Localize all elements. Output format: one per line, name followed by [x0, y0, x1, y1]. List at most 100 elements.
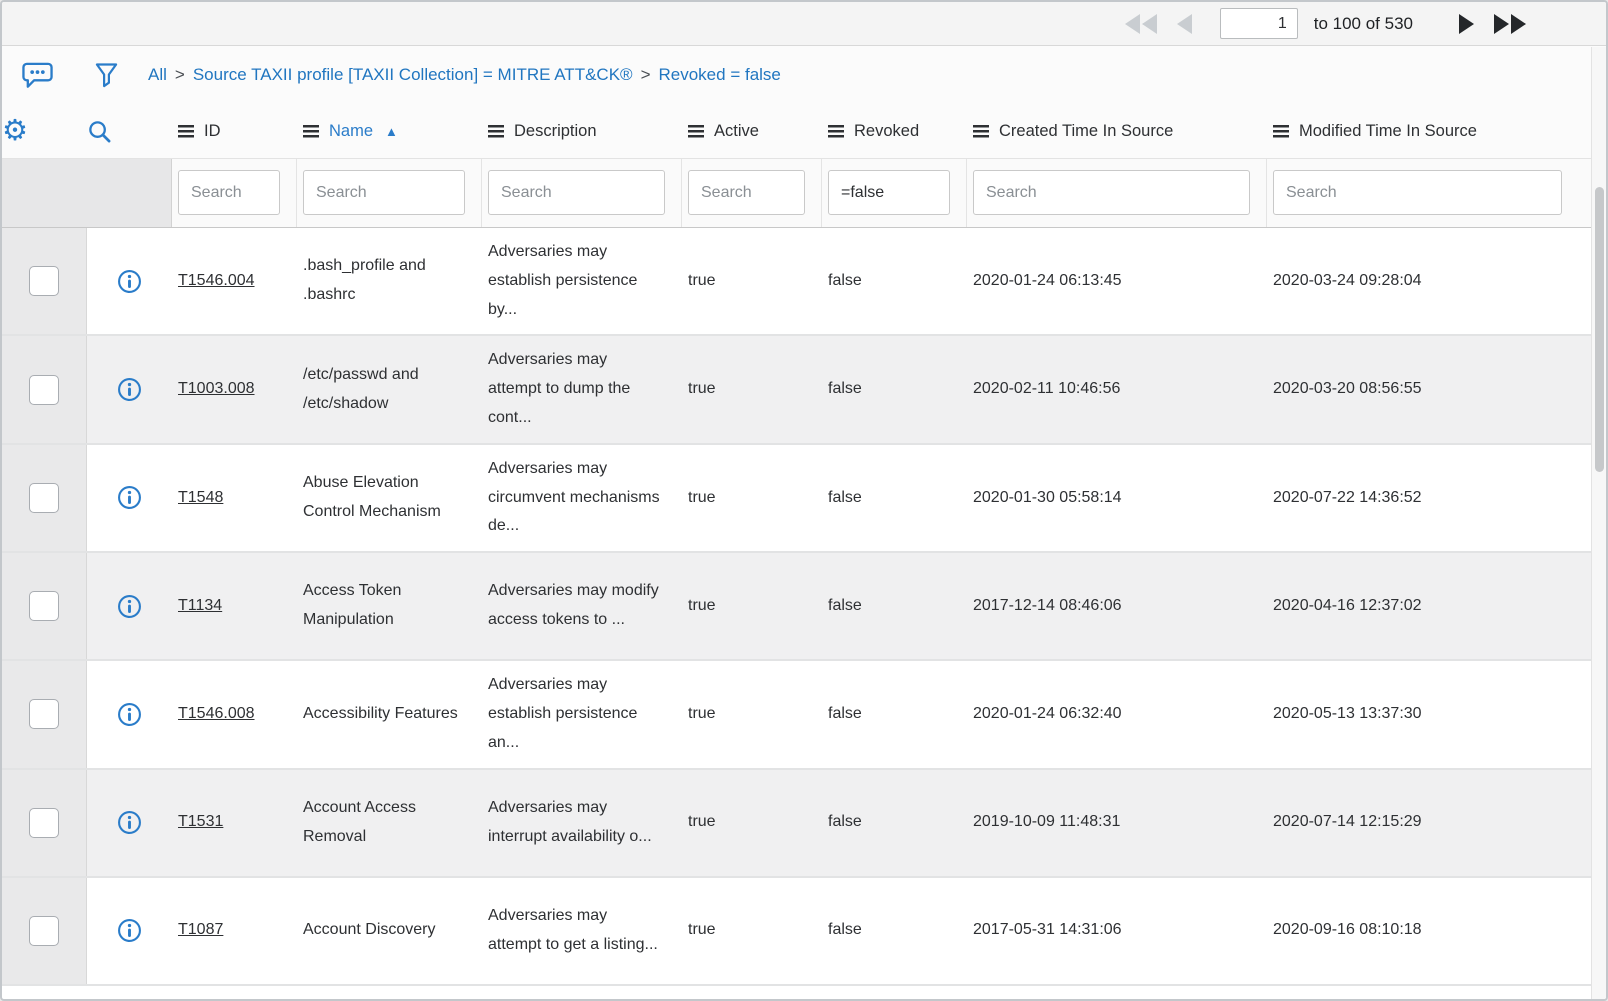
- double-right-arrow-icon: [1494, 13, 1526, 34]
- column-header-created[interactable]: Created Time In Source: [967, 122, 1267, 141]
- created-time-cell: 2019-10-09 11:48:31: [973, 813, 1121, 831]
- column-header-description[interactable]: Description: [482, 122, 682, 141]
- name-cell: Accessibility Features: [303, 704, 458, 722]
- breadcrumb-item-all[interactable]: All: [148, 65, 167, 84]
- active-cell: true: [688, 488, 716, 506]
- row-info-cell: [87, 878, 172, 984]
- record-id-link[interactable]: T1546.004: [178, 271, 255, 289]
- column-header-revoked[interactable]: Revoked: [822, 122, 967, 141]
- vertical-scrollbar[interactable]: [1591, 47, 1606, 999]
- row-info-cell: [87, 661, 172, 767]
- active-search-input[interactable]: [688, 170, 805, 215]
- row-select-cell: [2, 228, 87, 335]
- row-info-cell: [87, 553, 172, 659]
- info-icon[interactable]: [117, 269, 142, 294]
- list-search-cell: [87, 119, 172, 144]
- left-arrow-icon: [1176, 13, 1192, 34]
- messages-icon[interactable]: [22, 61, 53, 90]
- row-checkbox[interactable]: [29, 374, 59, 405]
- modified-search-input[interactable]: [1273, 170, 1562, 215]
- column-menu-icon[interactable]: [1273, 124, 1289, 138]
- pagination-bar: to 100 of 530: [2, 2, 1606, 46]
- active-cell: true: [688, 596, 716, 614]
- sort-ascending-icon: ▲: [385, 123, 398, 139]
- breadcrumb-separator: >: [174, 65, 185, 84]
- column-header-modified[interactable]: Modified Time In Source: [1267, 122, 1606, 141]
- revoked-search-input[interactable]: [828, 170, 950, 215]
- row-info-cell: [87, 228, 172, 334]
- breadcrumb-separator: >: [640, 65, 651, 84]
- row-select-cell: [2, 553, 87, 660]
- modified-time-cell: 2020-07-22 14:36:52: [1273, 488, 1422, 506]
- name-search-input[interactable]: [303, 170, 465, 215]
- description-cell: Adversaries may attempt to get a listing…: [488, 906, 658, 953]
- column-menu-icon[interactable]: [303, 124, 319, 138]
- revoked-cell: false: [828, 380, 862, 398]
- search-icon[interactable]: [87, 119, 112, 144]
- row-checkbox[interactable]: [29, 915, 59, 946]
- description-cell: Adversaries may establish persistence by…: [488, 243, 638, 318]
- revoked-cell: false: [828, 704, 862, 722]
- table-row: T1546.008 Accessibility Features Adversa…: [2, 661, 1606, 770]
- info-icon[interactable]: [117, 810, 142, 835]
- column-menu-icon[interactable]: [688, 124, 704, 138]
- info-icon[interactable]: [117, 918, 142, 943]
- table-row: T1548 Abuse Elevation Control Mechanism …: [2, 444, 1606, 554]
- description-search-input[interactable]: [488, 170, 665, 215]
- row-checkbox[interactable]: [29, 266, 59, 297]
- row-info-cell: [87, 445, 172, 551]
- last-page-button[interactable]: [1492, 13, 1528, 35]
- modified-time-cell: 2020-09-16 08:10:18: [1273, 921, 1422, 939]
- active-cell: true: [688, 921, 716, 939]
- record-id-link[interactable]: T1548: [178, 488, 224, 506]
- list-settings-cell: ⚙: [2, 114, 87, 147]
- prev-page-button[interactable]: [1175, 13, 1194, 35]
- created-time-cell: 2020-01-24 06:13:45: [973, 271, 1122, 289]
- next-page-button[interactable]: [1457, 13, 1476, 35]
- first-page-button[interactable]: [1123, 13, 1159, 35]
- column-header-id[interactable]: ID: [172, 122, 297, 141]
- filter-icon[interactable]: [95, 62, 118, 89]
- info-icon[interactable]: [117, 377, 142, 402]
- info-icon[interactable]: [117, 485, 142, 510]
- record-id-link[interactable]: T1546.008: [178, 704, 255, 722]
- column-menu-icon[interactable]: [488, 124, 504, 138]
- created-search-input[interactable]: [973, 170, 1250, 215]
- column-header-row: ⚙ ID Name ▲ Description Active: [2, 104, 1606, 158]
- modified-time-cell: 2020-04-16 12:37:02: [1273, 596, 1422, 614]
- row-select-cell: [2, 336, 87, 443]
- table-row: T1087 Account Discovery Adversaries may …: [2, 877, 1606, 986]
- column-menu-icon[interactable]: [973, 124, 989, 138]
- name-cell: .bash_profile and .bashrc: [303, 257, 426, 304]
- row-checkbox[interactable]: [29, 807, 59, 838]
- settings-gear-icon[interactable]: ⚙: [2, 114, 28, 147]
- double-left-arrow-icon: [1124, 13, 1157, 34]
- created-time-cell: 2017-05-31 14:31:06: [973, 921, 1122, 939]
- row-checkbox[interactable]: [29, 591, 59, 622]
- breadcrumb-item-taxii-filter[interactable]: Source TAXII profile [TAXII Collection] …: [192, 65, 633, 84]
- record-id-link[interactable]: T1087: [178, 921, 224, 939]
- row-checkbox[interactable]: [29, 699, 59, 730]
- record-id-link[interactable]: T1003.008: [178, 380, 255, 398]
- info-icon[interactable]: [117, 594, 142, 619]
- scrollbar-thumb[interactable]: [1595, 187, 1604, 472]
- name-cell: Access Token Manipulation: [303, 582, 402, 629]
- description-cell: Adversaries may attempt to dump the cont…: [488, 351, 631, 426]
- id-search-input[interactable]: [178, 170, 280, 215]
- column-menu-icon[interactable]: [178, 124, 194, 138]
- column-menu-icon[interactable]: [828, 124, 844, 138]
- record-id-link[interactable]: T1134: [178, 596, 223, 614]
- row-checkbox[interactable]: [29, 482, 59, 513]
- pagination-range-label: to 100 of 530: [1313, 13, 1413, 33]
- breadcrumb-item-revoked-filter[interactable]: Revoked = false: [658, 65, 781, 84]
- table-body: T1546.004 .bash_profile and .bashrc Adve…: [2, 228, 1606, 986]
- row-info-cell: [87, 770, 172, 876]
- page-number-input[interactable]: [1219, 8, 1298, 39]
- column-header-active[interactable]: Active: [682, 122, 822, 141]
- breadcrumb: All > Source TAXII profile [TAXII Collec…: [148, 65, 781, 85]
- column-header-name[interactable]: Name ▲: [297, 122, 482, 141]
- info-icon[interactable]: [117, 702, 142, 727]
- record-id-link[interactable]: T1531: [178, 813, 224, 831]
- right-arrow-icon: [1459, 13, 1474, 34]
